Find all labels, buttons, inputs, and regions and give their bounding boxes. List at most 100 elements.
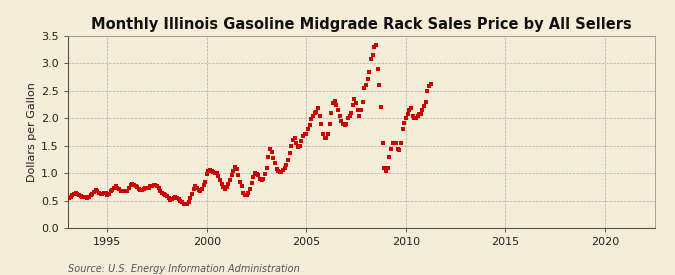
Point [127,182,138,186]
Point [381,168,392,173]
Point [377,141,388,145]
Point [195,189,206,193]
Point [244,186,255,191]
Point [90,188,101,192]
Point [103,192,114,196]
Point [77,195,88,199]
Point [163,196,174,200]
Point [422,89,433,93]
Point [364,69,375,74]
Point [317,131,328,136]
Point [155,189,166,193]
Y-axis label: Dollars per Gallon: Dollars per Gallon [26,82,36,182]
Point [342,116,353,120]
Point [192,186,202,190]
Point [115,189,126,193]
Point [288,138,298,142]
Point [351,101,362,105]
Point [424,84,435,89]
Point [396,141,406,145]
Point [331,102,342,107]
Point [232,167,242,171]
Point [219,186,230,191]
Point [387,141,398,145]
Point [183,200,194,205]
Point [82,196,92,200]
Point [301,131,312,136]
Point [319,135,330,140]
Point [207,168,217,173]
Point [367,53,378,57]
Point [308,113,319,118]
Point [348,102,358,107]
Point [76,194,86,199]
Point [226,173,237,177]
Point [277,168,288,172]
Point [120,189,131,194]
Point [161,194,172,199]
Point [170,195,181,199]
Point [284,151,295,155]
Point [344,113,355,118]
Point [233,173,244,177]
Point [70,190,81,195]
Point [130,184,141,189]
Point [72,192,83,196]
Point [326,111,337,115]
Point [275,169,286,174]
Point [352,108,363,112]
Point [269,161,280,166]
Point [80,195,91,199]
Point [74,193,84,197]
Point [324,122,335,126]
Point [246,181,257,185]
Point [302,127,313,131]
Point [186,191,197,196]
Point [309,111,320,115]
Point [366,57,377,62]
Point [178,202,189,206]
Point [135,188,146,192]
Point [404,108,414,112]
Point [371,43,381,47]
Point [200,180,211,184]
Point [221,185,232,189]
Point [415,112,426,116]
Point [248,175,259,179]
Point [323,131,333,136]
Point [109,186,119,190]
Point [198,183,209,188]
Point [94,191,105,195]
Point [382,166,393,170]
Point [281,163,292,167]
Point [298,134,308,138]
Point [362,76,373,81]
Point [336,119,347,123]
Point [67,193,78,197]
Point [124,186,134,190]
Point [412,113,423,118]
Point [268,156,279,160]
Point [321,135,331,140]
Point [88,190,99,194]
Point [119,189,130,194]
Point [384,155,395,159]
Point [294,144,305,148]
Point [338,122,348,126]
Point [190,184,200,189]
Point [132,185,142,189]
Point [85,193,96,197]
Point [254,177,265,181]
Point [374,83,385,87]
Point [143,185,154,190]
Point [63,196,74,200]
Point [117,189,128,193]
Point [107,188,117,192]
Point [399,120,410,125]
Point [291,141,302,145]
Point [150,183,161,187]
Point [99,191,109,195]
Point [258,177,269,181]
Point [339,123,350,127]
Point [210,171,221,175]
